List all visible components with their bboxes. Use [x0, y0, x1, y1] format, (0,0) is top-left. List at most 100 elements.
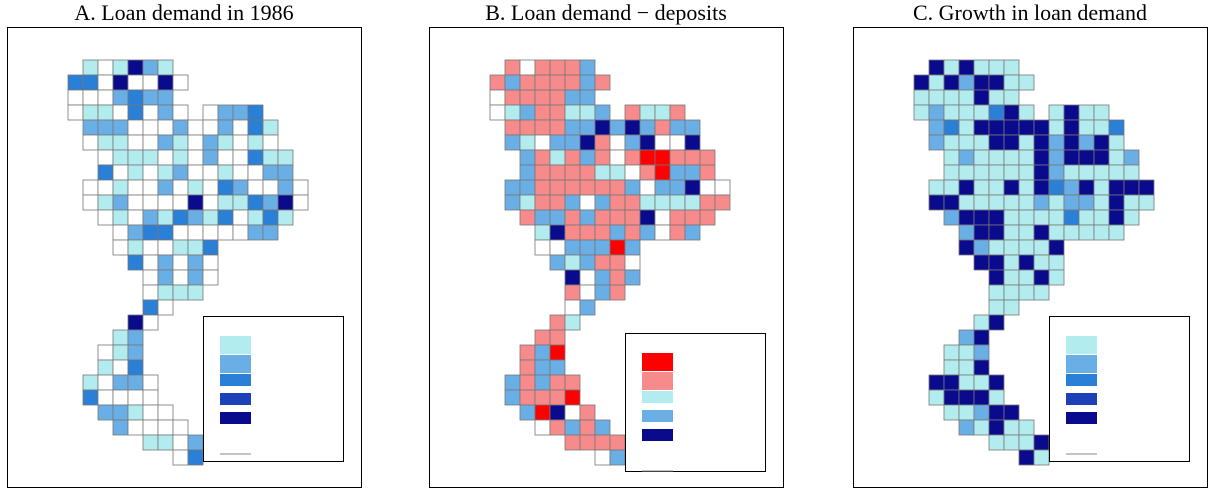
- map-cell: [609, 284, 626, 301]
- map-cell: [928, 179, 945, 196]
- map-cell: [112, 209, 129, 226]
- map-cell: [232, 194, 249, 211]
- map-cell: [564, 59, 581, 76]
- map-cell: [157, 164, 174, 181]
- map-cell: [579, 164, 596, 181]
- map-cell: [988, 299, 1005, 316]
- map-cell: [187, 209, 204, 226]
- map-cell: [1048, 269, 1065, 286]
- map-cell: [1018, 239, 1035, 256]
- map-cell: [958, 119, 975, 136]
- map-cell: [973, 359, 990, 376]
- map-cell: [489, 104, 506, 121]
- map-cell: [1048, 149, 1065, 166]
- map-cell: [973, 89, 990, 106]
- map-cell: [1003, 254, 1020, 271]
- map-cell: [504, 179, 521, 196]
- map-cell: [928, 134, 945, 151]
- map-cell: [958, 389, 975, 406]
- map-cell: [684, 224, 701, 241]
- map-cell: [172, 284, 189, 301]
- map-cell: [1078, 194, 1095, 211]
- map-cell: [669, 119, 686, 136]
- map-cell: [519, 209, 536, 226]
- map-cell: [579, 179, 596, 196]
- map-cell: [504, 389, 521, 406]
- legend-swatch: [1066, 393, 1097, 405]
- map-cell: [1003, 419, 1020, 436]
- map-cell: [112, 104, 129, 121]
- map-cell: [1123, 209, 1140, 226]
- map-cell: [82, 389, 99, 406]
- map-cell: [1033, 434, 1050, 451]
- map-cell: [519, 194, 536, 211]
- map-cell: [958, 104, 975, 121]
- map-cell: [1033, 449, 1050, 466]
- map-cell: [534, 119, 551, 136]
- map-cell: [1048, 209, 1065, 226]
- map-cell: [564, 89, 581, 106]
- map-cell: [97, 119, 114, 136]
- map-cell: [202, 134, 219, 151]
- map-cell: [504, 59, 521, 76]
- map-cell: [157, 209, 174, 226]
- map-cell: [1033, 119, 1050, 136]
- map-cell: [127, 59, 144, 76]
- map-cell: [579, 194, 596, 211]
- map-cell: [609, 434, 626, 451]
- map-cell: [97, 149, 114, 166]
- map-cell: [519, 164, 536, 181]
- map-cell: [292, 194, 309, 211]
- map-cell: [127, 404, 144, 421]
- map-cell: [534, 104, 551, 121]
- map-cell: [127, 104, 144, 121]
- map-cell: [973, 314, 990, 331]
- map-cell: [1078, 179, 1095, 196]
- map-cell: [1003, 434, 1020, 451]
- map-cell: [973, 389, 990, 406]
- map-cell: [973, 344, 990, 361]
- map-cell: [142, 224, 159, 241]
- map-cell: [97, 89, 114, 106]
- map-cell: [928, 194, 945, 211]
- map-cell: [669, 164, 686, 181]
- map-cell: [958, 74, 975, 91]
- map-cell: [594, 269, 611, 286]
- legend-swatch: [1066, 412, 1097, 424]
- map-cell: [262, 119, 279, 136]
- map-cell: [157, 224, 174, 241]
- map-cell: [1033, 224, 1050, 241]
- map-cell: [549, 329, 566, 346]
- map-cell: [564, 209, 581, 226]
- map-cell: [958, 404, 975, 421]
- map-cell: [973, 254, 990, 271]
- map-cell: [1093, 194, 1110, 211]
- map-cell: [1003, 209, 1020, 226]
- map-cell: [534, 134, 551, 151]
- map-cell: [142, 119, 159, 136]
- map-cell: [1063, 224, 1080, 241]
- map-cell: [1018, 269, 1035, 286]
- map-cell: [958, 224, 975, 241]
- map-cell: [609, 134, 626, 151]
- map-cell: [82, 74, 99, 91]
- map-cell: [1093, 119, 1110, 136]
- map-cell: [669, 194, 686, 211]
- map-cell: [1048, 224, 1065, 241]
- map-cell: [1018, 284, 1035, 301]
- map-cell: [1018, 119, 1035, 136]
- map-cell: [217, 149, 234, 166]
- map-cell: [669, 209, 686, 226]
- map-cell: [639, 179, 656, 196]
- map-cell: [639, 134, 656, 151]
- map-cell: [594, 209, 611, 226]
- map-cell: [504, 104, 521, 121]
- map-cell: [684, 209, 701, 226]
- map-cell: [988, 389, 1005, 406]
- map-cell: [579, 224, 596, 241]
- map-cell: [1078, 104, 1095, 121]
- map-cell: [519, 404, 536, 421]
- map-cell: [504, 89, 521, 106]
- map-cell: [489, 89, 506, 106]
- map-cell: [1048, 104, 1065, 121]
